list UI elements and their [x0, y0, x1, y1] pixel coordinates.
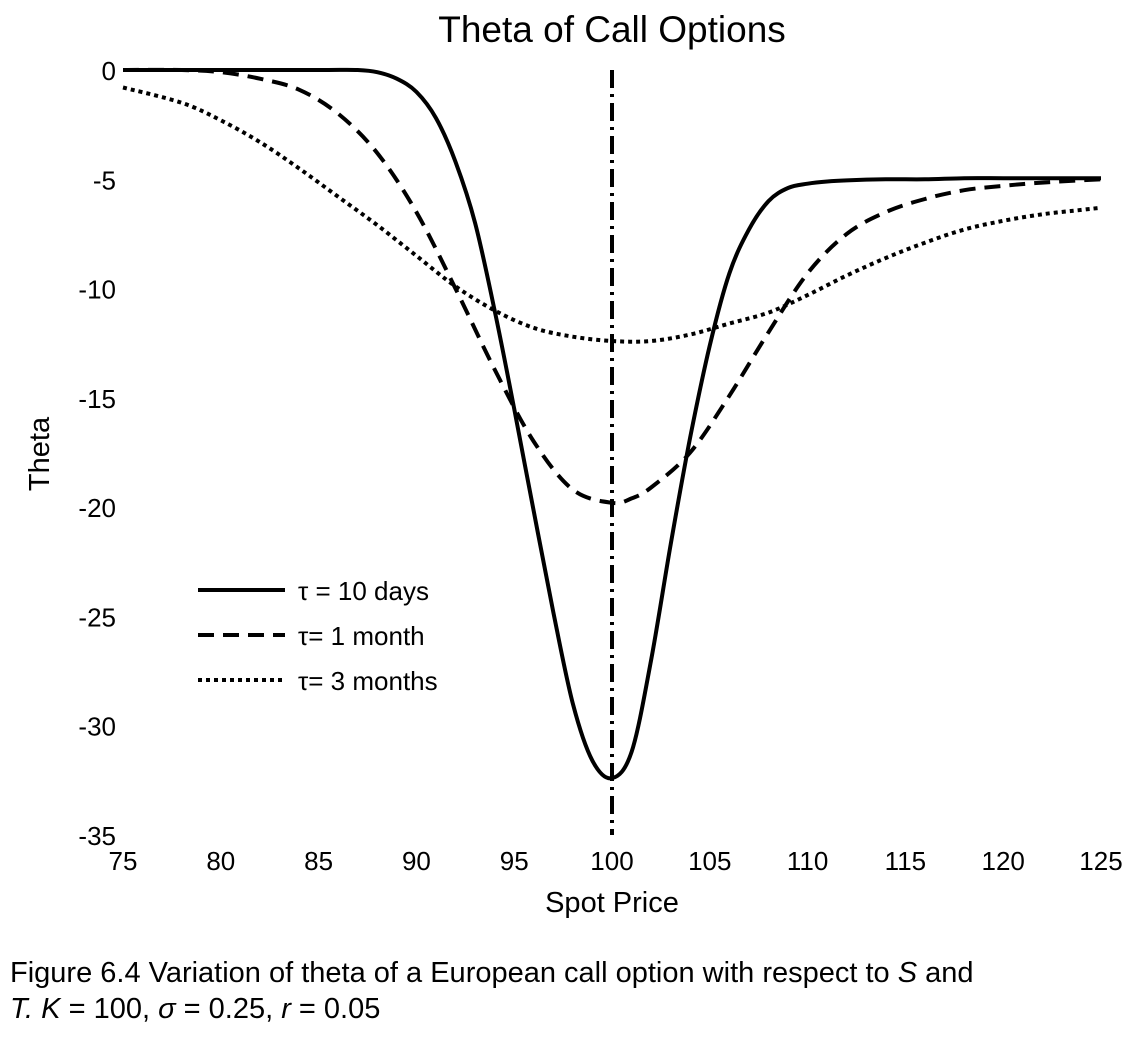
legend-label: τ= 1 month — [298, 621, 425, 651]
x-tick-label: 90 — [402, 846, 431, 876]
y-tick-label: -10 — [78, 275, 116, 305]
series-lines — [122, 67, 1102, 781]
caption-var-k: K — [33, 993, 61, 1025]
x-tick-label: 75 — [109, 846, 138, 876]
series-line-solid — [123, 67, 1101, 781]
caption-r-value: = 0.05 — [290, 993, 381, 1025]
y-tick-label: 0 — [102, 56, 116, 86]
x-tick-label: 95 — [500, 846, 529, 876]
legend-label: τ= 3 months — [298, 666, 438, 696]
series-line-dashed — [122, 67, 1102, 506]
caption-var-t: T. — [10, 993, 34, 1025]
y-axis-ticks: 0 -5 -10 -15 -20 -25 -30 -35 — [78, 56, 116, 851]
y-tick-label: -20 — [78, 493, 116, 523]
figure-caption: Figure 6.4 Variation of theta of a Europ… — [10, 955, 1130, 1027]
caption-and: and — [917, 957, 974, 989]
x-tick-label: 105 — [688, 846, 731, 876]
x-tick-label: 125 — [1079, 846, 1122, 876]
caption-var-s: S — [897, 957, 918, 989]
y-tick-label: -35 — [78, 821, 116, 851]
x-tick-label: 115 — [885, 846, 926, 876]
chart-title: Theta of Call Options — [438, 9, 786, 50]
legend-label: τ = 10 days — [298, 576, 429, 606]
x-tick-label: 110 — [787, 846, 828, 876]
x-tick-label: 120 — [982, 846, 1025, 876]
x-axis-ticks: 75 80 85 90 95 100 105 110 115 120 125 — [109, 846, 1123, 876]
caption-var-r: r — [281, 993, 291, 1025]
legend: τ = 10 days τ= 1 month τ= 3 months — [198, 576, 438, 696]
caption-prefix: Figure 6.4 Variation of theta of a Europ… — [10, 957, 898, 989]
caption-k-value: = 100, — [60, 993, 159, 1025]
y-tick-label: -25 — [78, 602, 116, 632]
theta-chart: Theta of Call Options Theta Spot Price 0… — [24, 9, 1123, 919]
y-tick-label: -30 — [78, 712, 116, 742]
series-line-dotted — [122, 85, 1102, 344]
x-axis-label: Spot Price — [545, 887, 679, 919]
caption-sigma-value: = 0.25, — [175, 993, 282, 1025]
x-tick-label: 80 — [206, 846, 235, 876]
y-tick-label: -15 — [78, 384, 116, 414]
y-tick-label: -5 — [93, 165, 116, 195]
x-tick-label: 85 — [304, 846, 333, 876]
caption-sigma: σ — [158, 993, 176, 1025]
x-tick-label: 100 — [590, 846, 633, 876]
y-axis-label: Theta — [24, 416, 56, 491]
